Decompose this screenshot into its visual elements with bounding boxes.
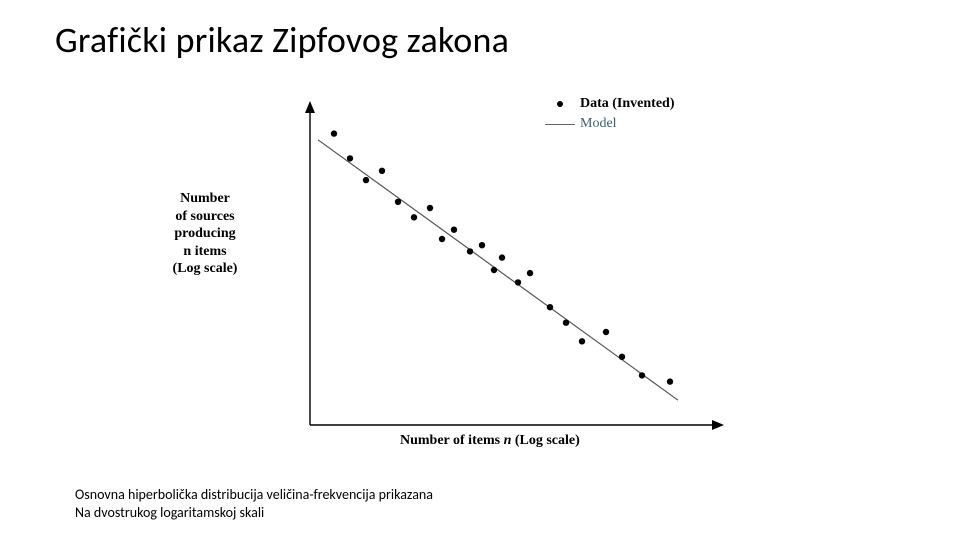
y-label-line: of sources bbox=[160, 208, 250, 226]
caption-line-2: Na dvostrukog logaritamskoj skali bbox=[75, 504, 433, 522]
page-title: Grafički prikaz Zipfovog zakona bbox=[55, 18, 509, 62]
zipf-chart: Data (Invented) Model Number of sources … bbox=[160, 95, 800, 465]
legend-row-model: Model bbox=[540, 115, 675, 133]
legend-label-data: Data (Invented) bbox=[580, 96, 675, 112]
y-label-line: n items bbox=[160, 243, 250, 261]
x-axis-label: Number of items n (Log scale) bbox=[400, 433, 580, 449]
y-label-line: (Log scale) bbox=[160, 260, 250, 278]
chart-svg bbox=[160, 95, 800, 465]
y-axis-label: Number of sources producing n items (Log… bbox=[160, 190, 250, 278]
legend-marker-dot-icon bbox=[540, 101, 580, 107]
caption: Osnovna hiperbolička distribucija veliči… bbox=[75, 486, 433, 522]
x-label-post: (Log scale) bbox=[511, 433, 579, 448]
legend-row-data: Data (Invented) bbox=[540, 95, 675, 113]
caption-line-1: Osnovna hiperbolička distribucija veliči… bbox=[75, 486, 433, 504]
chart-legend: Data (Invented) Model bbox=[540, 95, 675, 135]
y-label-line: Number bbox=[160, 190, 250, 208]
y-label-line: producing bbox=[160, 225, 250, 243]
slide: { "title": "Grafički prikaz Zipfovog zak… bbox=[0, 0, 960, 540]
legend-label-model: Model bbox=[580, 116, 617, 132]
legend-marker-line-icon bbox=[540, 124, 580, 125]
x-label-pre: Number of items bbox=[400, 433, 504, 448]
